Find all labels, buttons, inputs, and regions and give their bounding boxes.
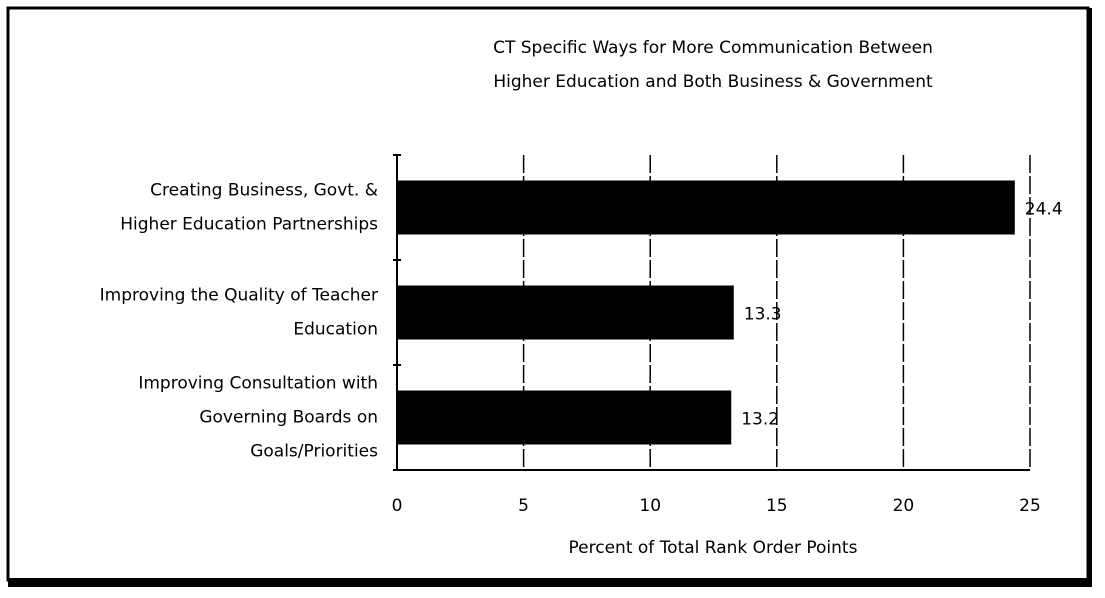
x-tick-label: 20: [893, 496, 915, 516]
frame-shadow: [1087, 8, 1092, 587]
y-tick-label: Improving the Quality of Teacher: [100, 286, 378, 306]
y-tick-label: Education: [293, 320, 378, 340]
data-label: 13.2: [741, 410, 779, 430]
y-tick-label: Improving Consultation with: [138, 374, 378, 394]
y-tick-label: Goals/Priorities: [250, 442, 378, 462]
data-label: 24.4: [1025, 200, 1063, 220]
bar: [397, 180, 1015, 235]
frame-shadow: [8, 578, 1092, 587]
y-tick-label: Governing Boards on: [199, 408, 378, 428]
x-axis-label: Percent of Total Rank Order Points: [569, 538, 858, 558]
chart-title: Higher Education and Both Business & Gov…: [493, 72, 933, 92]
x-tick-label: 5: [518, 496, 529, 516]
bar: [397, 285, 734, 340]
x-tick-label: 10: [639, 496, 661, 516]
data-label: 13.3: [744, 305, 782, 325]
chart-title: CT Specific Ways for More Communication …: [493, 38, 933, 58]
x-tick-label: 15: [766, 496, 788, 516]
y-tick-label: Higher Education Partnerships: [120, 215, 378, 235]
bar: [397, 390, 732, 445]
x-tick-label: 0: [392, 496, 403, 516]
y-tick-label: Creating Business, Govt. &: [150, 181, 378, 201]
x-tick-label: 25: [1019, 496, 1041, 516]
